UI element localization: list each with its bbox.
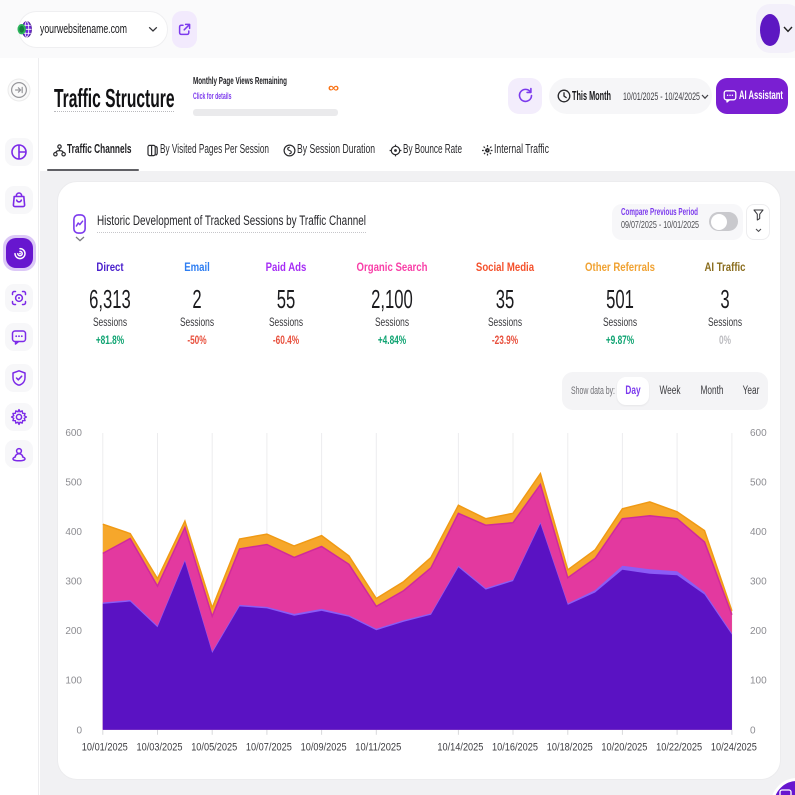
svg-text:400: 400 — [750, 527, 767, 538]
svg-text:10/07/2025: 10/07/2025 — [246, 742, 292, 754]
svg-text:0: 0 — [76, 725, 82, 736]
svg-text:10/18/2025: 10/18/2025 — [547, 742, 593, 754]
svg-text:300: 300 — [65, 577, 82, 588]
svg-text:300: 300 — [750, 577, 767, 588]
svg-text:10/16/2025: 10/16/2025 — [492, 742, 538, 754]
svg-text:10/20/2025: 10/20/2025 — [601, 742, 647, 754]
svg-text:200: 200 — [65, 626, 82, 637]
svg-text:10/09/2025: 10/09/2025 — [301, 742, 347, 754]
svg-text:100: 100 — [750, 676, 767, 687]
svg-text:500: 500 — [750, 478, 767, 489]
svg-text:100: 100 — [65, 676, 82, 687]
svg-text:10/24/2025: 10/24/2025 — [711, 742, 757, 754]
svg-text:10/11/2025: 10/11/2025 — [355, 742, 401, 754]
svg-text:500: 500 — [65, 478, 82, 489]
svg-text:10/14/2025: 10/14/2025 — [437, 742, 483, 754]
svg-text:600: 600 — [750, 428, 767, 439]
svg-text:10/22/2025: 10/22/2025 — [656, 742, 702, 754]
svg-text:10/01/2025: 10/01/2025 — [82, 742, 128, 754]
svg-text:600: 600 — [65, 428, 82, 439]
svg-text:10/03/2025: 10/03/2025 — [137, 742, 183, 754]
svg-text:0: 0 — [750, 725, 756, 736]
svg-text:10/05/2025: 10/05/2025 — [191, 742, 237, 754]
svg-text:400: 400 — [65, 527, 82, 538]
svg-text:200: 200 — [750, 626, 767, 637]
